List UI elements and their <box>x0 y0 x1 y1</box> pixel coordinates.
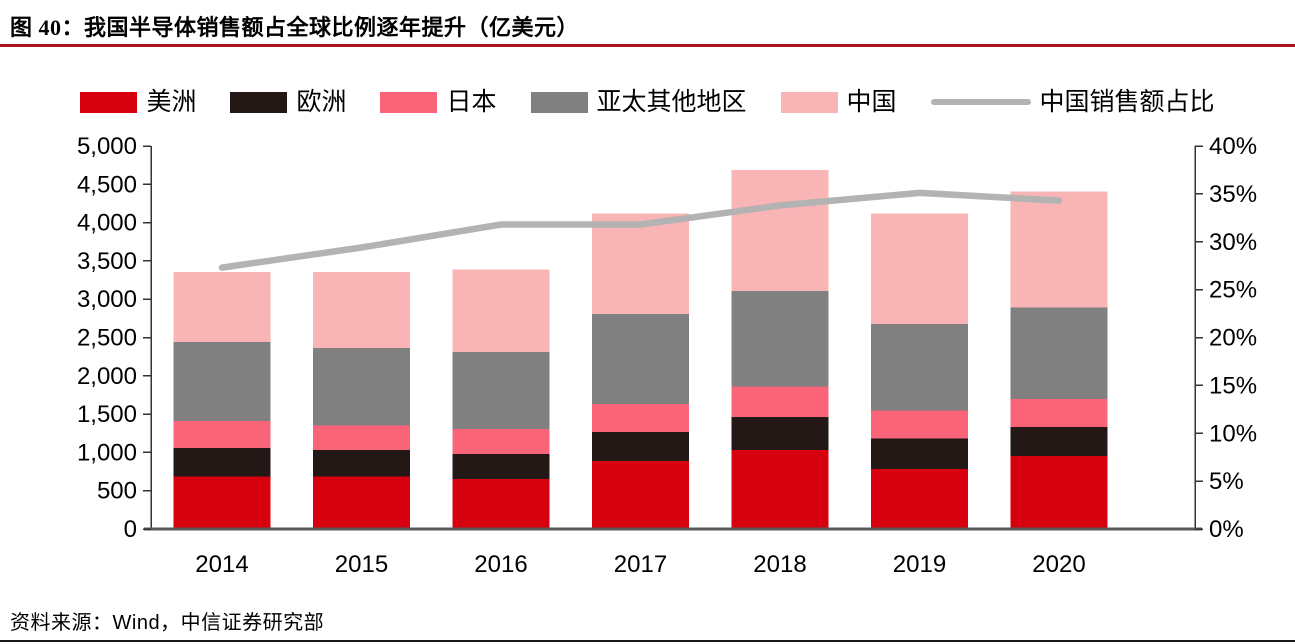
bar-segment-日本-2017 <box>592 403 689 432</box>
bar-segment-亚太其他地区-2018 <box>731 291 829 387</box>
bar-segment-日本-2018 <box>731 386 829 418</box>
x-tick-label: 2016 <box>474 551 527 578</box>
left-tick-label: 3,500 <box>77 248 137 275</box>
legend-label: 美洲 <box>146 87 197 116</box>
legend-label: 亚太其他地区 <box>596 87 747 116</box>
bar-segment-日本-2015 <box>313 425 410 451</box>
left-tick-label: 500 <box>97 478 137 505</box>
left-tick-label: 4,000 <box>77 210 137 237</box>
left-tick-label: 1,000 <box>77 439 137 466</box>
right-tick-label: 20% <box>1209 325 1257 352</box>
bar-segment-美洲-2015 <box>313 476 410 529</box>
left-tick-label: 1,500 <box>77 401 137 428</box>
chart-legend: 美洲 欧洲 日本 亚太其他地区 中国 中国销售额占比 <box>0 86 1295 118</box>
bar-segment-美洲-2014 <box>173 476 271 529</box>
legend-label: 中国 <box>846 87 897 116</box>
bar-segment-亚太其他地区-2015 <box>313 347 410 426</box>
bar-segment-欧洲-2017 <box>592 431 689 462</box>
legend-color-swatch <box>80 91 138 113</box>
bar-segment-日本-2019 <box>871 410 968 439</box>
bar-segment-美洲-2016 <box>452 478 550 529</box>
bar-segment-欧洲-2018 <box>731 417 829 451</box>
legend-color-swatch <box>780 91 838 113</box>
bar-segment-中国-2020 <box>1010 191 1108 308</box>
bar-segment-美洲-2019 <box>871 468 968 529</box>
legend-item-2: 日本 <box>380 87 497 116</box>
legend-item-3: 亚太其他地区 <box>530 87 747 116</box>
right-tick-label: 40% <box>1209 133 1257 160</box>
bar-segment-欧洲-2019 <box>871 438 968 469</box>
figure-title: 图 40：我国半导体销售额占全球比例逐年提升（亿美元） <box>10 15 580 40</box>
legend-item-5: 中国销售额占比 <box>930 87 1215 116</box>
right-tick-label: 10% <box>1209 420 1257 447</box>
legend-item-1: 欧洲 <box>230 87 347 116</box>
x-tick-label: 2018 <box>753 551 806 578</box>
bar-segment-亚太其他地区-2016 <box>452 351 550 430</box>
bar-segment-日本-2020 <box>1010 399 1108 428</box>
x-tick-label: 2017 <box>614 551 667 578</box>
x-tick-label: 2014 <box>195 551 248 578</box>
left-tick-label: 5,000 <box>77 133 137 160</box>
legend-color-swatch <box>230 91 288 113</box>
left-tick-label: 3,000 <box>77 286 137 313</box>
bar-segment-亚太其他地区-2020 <box>1010 307 1108 400</box>
source-note: 资料来源：Wind，中信证券研究部 <box>10 612 325 634</box>
left-tick-label: 2,000 <box>77 363 137 390</box>
left-tick-label: 0 <box>124 516 137 543</box>
right-tick-label: 35% <box>1209 181 1257 208</box>
bar-segment-中国-2014 <box>173 271 271 343</box>
x-tick-label: 2015 <box>335 551 388 578</box>
bar-segment-亚太其他地区-2019 <box>871 324 968 411</box>
legend-color-swatch <box>380 91 438 113</box>
legend-label: 中国销售额占比 <box>1039 87 1215 116</box>
bar-segment-中国-2016 <box>452 269 550 352</box>
right-tick-label: 0% <box>1209 516 1244 543</box>
legend-label: 欧洲 <box>296 87 347 116</box>
bar-segment-美洲-2020 <box>1010 455 1108 529</box>
bottom-border <box>0 640 1295 642</box>
legend-line-swatch <box>930 99 1031 105</box>
legend-label: 日本 <box>446 87 497 116</box>
china-share-line <box>218 189 1063 271</box>
bar-segment-亚太其他地区-2017 <box>592 313 689 404</box>
right-tick-label: 15% <box>1209 372 1257 399</box>
bar-segment-日本-2014 <box>173 421 271 448</box>
left-tick-label: 4,500 <box>77 171 137 198</box>
bar-segment-美洲-2017 <box>592 461 689 529</box>
title-underline <box>0 44 1295 47</box>
right-tick-label: 5% <box>1209 468 1244 495</box>
bar-segment-美洲-2018 <box>731 450 829 529</box>
bar-segment-日本-2016 <box>452 429 550 454</box>
bar-segment-中国-2015 <box>313 272 410 348</box>
right-tick-label: 25% <box>1209 277 1257 304</box>
bar-segment-欧洲-2020 <box>1010 427 1108 456</box>
bar-segment-亚太其他地区-2014 <box>173 342 271 422</box>
right-tick-label: 30% <box>1209 229 1257 256</box>
bar-segment-欧洲-2014 <box>173 447 271 477</box>
x-tick-label: 2020 <box>1032 551 1085 578</box>
bar-segment-欧洲-2015 <box>313 450 410 477</box>
bar-segment-欧洲-2016 <box>452 453 550 479</box>
bar-segment-中国-2017 <box>592 213 689 314</box>
bar-segment-中国-2018 <box>731 169 829 292</box>
legend-item-0: 美洲 <box>80 87 197 116</box>
x-tick-label: 2019 <box>893 551 946 578</box>
left-tick-label: 2,500 <box>77 325 137 352</box>
bar-segment-中国-2019 <box>871 213 968 325</box>
legend-color-swatch <box>530 91 588 113</box>
legend-item-4: 中国 <box>780 87 897 116</box>
